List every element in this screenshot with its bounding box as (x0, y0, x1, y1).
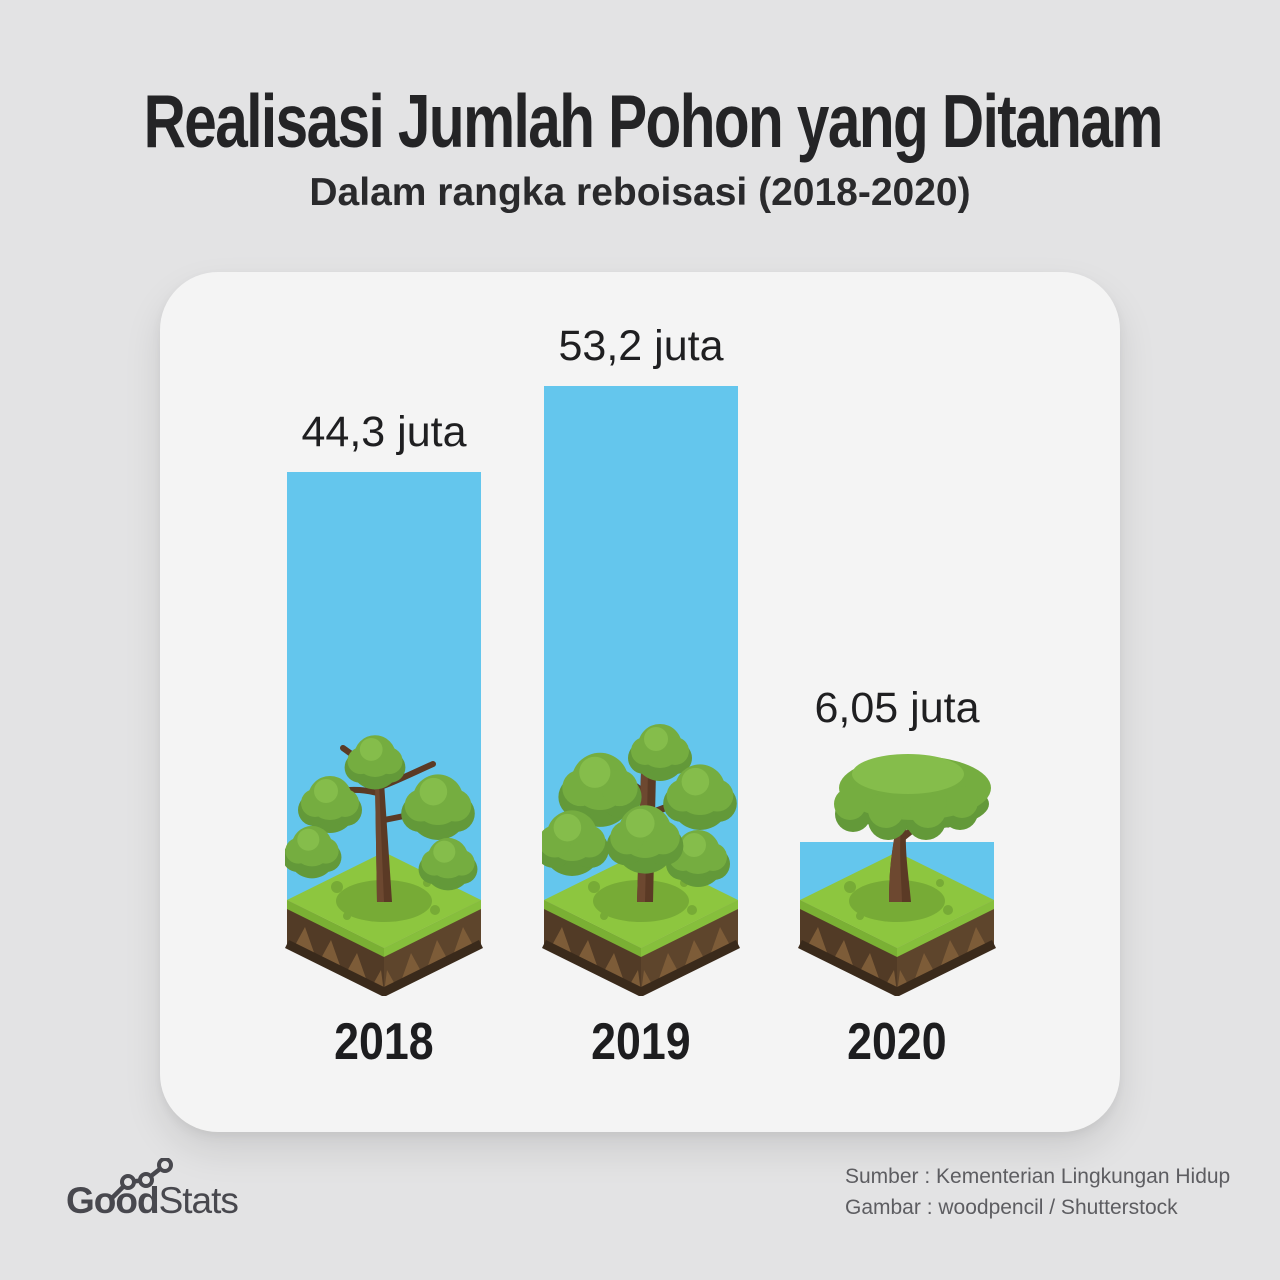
image-credit-line: Gambar : woodpencil / Shutterstock (845, 1196, 1178, 1219)
bar-group-2018: 44,3 juta (285, 272, 483, 1132)
bar-group-2019: 53,2 juta (542, 272, 740, 1132)
page-title: Realisasi Jumlah Pohon yang Ditanam (0, 84, 1280, 159)
bar-group-2020: 6,05 juta (798, 272, 996, 1132)
logo-good-text: Good (66, 1180, 160, 1221)
page-subtitle: Dalam rangka reboisasi (2018-2020) (309, 171, 971, 214)
source-line: Sumber : Kementerian Lingkungan Hidup (845, 1165, 1231, 1188)
tree-icon (542, 724, 737, 902)
page-title-text: Realisasi Jumlah Pohon yang Ditanam (143, 79, 1164, 163)
line-chart-icon (110, 1158, 173, 1200)
tree-icon (834, 754, 991, 902)
tree-island-2018-illustration (285, 735, 481, 993)
source-credits: Sumber : Kementerian Lingkungan Hidup Ga… (845, 1161, 1230, 1223)
goodstats-logo: GoodStats (66, 1158, 306, 1228)
goodstats-logo-text: GoodStats (66, 1180, 239, 1222)
value-label-2019: 53,2 juta (558, 322, 724, 370)
axis-label-2020: 2020 (847, 1013, 947, 1071)
logo-stats-text: Stats (158, 1180, 239, 1221)
tree-icon (285, 735, 478, 902)
tree-island-2019-illustration (542, 724, 738, 993)
axis-label-2018: 2018 (334, 1013, 434, 1071)
tree-island-2020-illustration (800, 754, 994, 993)
value-label-2018: 44,3 juta (301, 408, 467, 456)
value-label-2020: 6,05 juta (814, 684, 980, 732)
chart-card: 44,3 juta (160, 272, 1120, 1132)
axis-label-2019: 2019 (591, 1013, 691, 1071)
